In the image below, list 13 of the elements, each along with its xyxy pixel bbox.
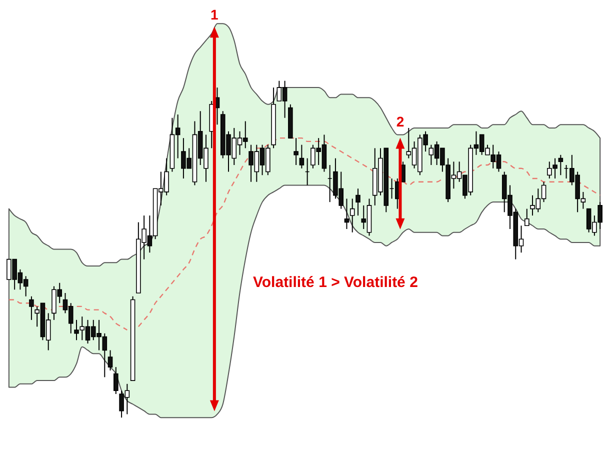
candlestick: [299, 144, 304, 169]
annotation: Volatilité 1 > Volatilité 2: [253, 274, 418, 291]
candlestick: [114, 366, 118, 395]
candlestick: [558, 154, 564, 176]
candlestick: [344, 198, 350, 230]
candlestick: [29, 296, 34, 320]
candlestick: [108, 350, 113, 371]
candlestick: [524, 208, 530, 226]
candlestick: [356, 188, 360, 216]
text: 1: [210, 6, 219, 23]
candlestick: [294, 138, 298, 166]
candlestick: [350, 198, 355, 233]
annotation: 2: [396, 114, 404, 130]
